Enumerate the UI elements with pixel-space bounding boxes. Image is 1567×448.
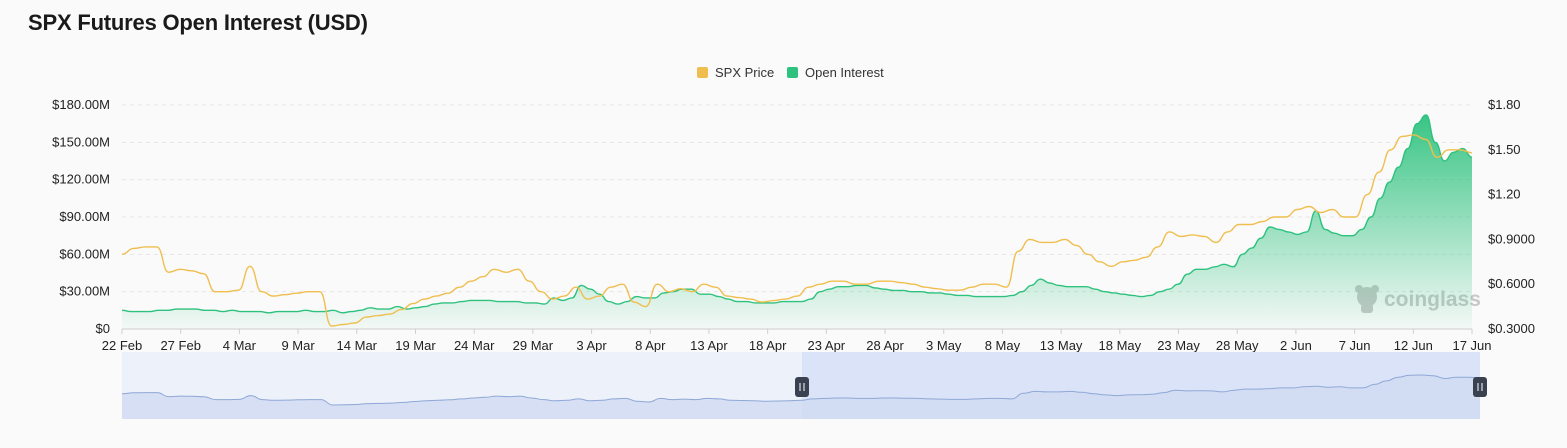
x-tick-label: 8 Apr [635,338,666,353]
y-right-tick-label: $1.20 [1488,187,1521,202]
x-axis: 22 Feb 27 Feb 4 Mar 9 Mar 14 Mar 19 Mar 24 Mar… [102,329,1492,353]
legend-oi-swatch[interactable] [787,67,798,78]
x-tick-label: 3 May [926,338,962,353]
x-tick-label: 19 Mar [395,338,436,353]
x-tick-label: 28 Apr [866,338,904,353]
legend-price-label[interactable]: SPX Price [715,65,774,80]
x-tick-label: 28 May [1216,338,1259,353]
y-left-tick-label: $150.00M [52,134,110,149]
x-tick-label: 12 Jun [1394,338,1433,353]
x-tick-label: 13 Apr [690,338,728,353]
grid-lines [122,104,1472,330]
y-right-tick-label: $1.80 [1488,97,1521,112]
open-interest-area [122,115,1472,329]
x-tick-label: 3 Apr [576,338,607,353]
x-tick-label: 2 Jun [1280,338,1312,353]
x-tick-label: 29 Mar [513,338,554,353]
open-interest-line [121,114,1473,314]
y-left-tick-label: $180.00M [52,97,110,112]
legend-price-swatch[interactable] [697,67,708,78]
y-right-tick-label: $1.50 [1488,142,1521,157]
x-tick-label: 22 Feb [102,338,142,353]
x-tick-label: 24 Mar [454,338,495,353]
x-tick-label: 14 Mar [337,338,378,353]
x-tick-label: 17 Jun [1452,338,1491,353]
x-tick-label: 7 Jun [1339,338,1371,353]
y-left-tick-label: $90.00M [59,209,110,224]
range-navigator[interactable] [121,352,1487,419]
y-left-tick-label: $60.00M [59,246,110,261]
x-tick-label: 23 Apr [808,338,846,353]
y-axis-left: $0 $30.00M $60.00M $90.00M $120.00M $150.00M $… [52,97,110,336]
navigator-area [122,375,1480,419]
x-tick-label: 13 May [1040,338,1083,353]
navigator-line [121,374,1481,406]
legend-oi-label[interactable]: Open Interest [805,65,884,80]
y-axis-right: $0.3000 $0.6000 $0.9000 $1.20 $1.50 $1.80 [1488,97,1535,336]
y-right-tick-label: $0.3000 [1488,321,1535,336]
y-left-tick-label: $0 [96,321,110,336]
x-tick-label: 27 Feb [160,338,200,353]
y-left-tick-label: $30.00M [59,284,110,299]
y-right-tick-label: $0.9000 [1488,231,1535,246]
x-tick-label: 18 Apr [749,338,787,353]
navigator-handle-left[interactable] [795,377,809,397]
x-tick-label: 4 Mar [223,338,257,353]
x-tick-label: 8 May [985,338,1021,353]
chart-title: SPX Futures Open Interest (USD) [28,10,368,35]
x-tick-label: 23 May [1157,338,1200,353]
x-tick-label: 18 May [1099,338,1142,353]
y-left-tick-label: $120.00M [52,172,110,187]
navigator-handle-right[interactable] [1473,377,1487,397]
spx-price-line [121,134,1473,327]
legend[interactable]: SPX Price Open Interest [697,65,884,80]
y-right-tick-label: $0.6000 [1488,276,1535,291]
x-tick-label: 9 Mar [281,338,315,353]
